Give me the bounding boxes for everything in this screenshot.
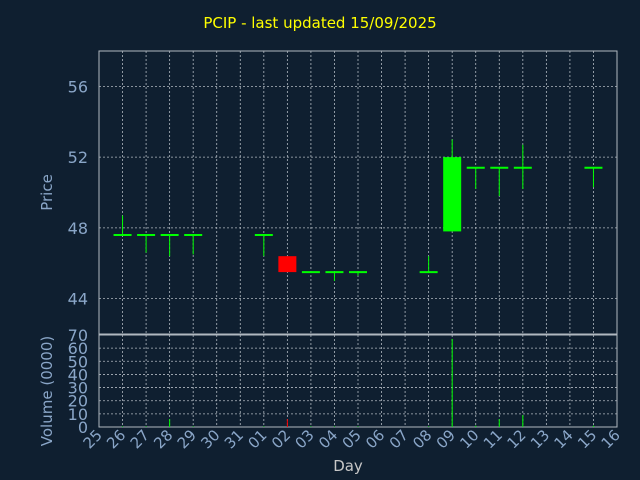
x-tick-label: 15 [574,426,600,452]
x-tick-label: 02 [268,426,294,452]
price-tick-label: 44 [68,290,88,309]
chart-title: PCIP - last updated 15/09/2025 [203,14,437,32]
x-tick-label: 27 [127,426,153,452]
x-axis-label: Day [333,457,363,475]
x-tick-label: 03 [292,426,318,452]
x-tick-label: 04 [315,426,341,452]
x-tick-label: 09 [433,426,459,452]
volume-tick-label: 60 [68,339,88,358]
candle-body [443,157,462,232]
price-panel-frame [98,50,618,335]
volume-tick-label: 10 [68,405,88,424]
price-axis-label: Price [38,174,56,211]
x-tick-label: 06 [362,426,388,452]
x-tick-label: 14 [551,426,577,452]
x-tick-label: 07 [386,426,412,452]
x-tick-label: 10 [456,426,482,452]
x-tick-label: 08 [409,426,435,452]
price-tick-label: 52 [68,148,88,167]
x-tick-label: 29 [174,426,200,452]
x-tick-label: 05 [339,426,365,452]
x-tick-label: 12 [503,426,529,452]
candle-body [278,256,297,273]
volume-tick-label: 20 [68,392,88,411]
x-tick-label: 31 [221,426,247,452]
volume-tick-label: 50 [68,352,88,371]
volume-tick-label: 70 [68,326,88,345]
volume-tick-label: 30 [68,379,88,398]
price-tick-label: 56 [68,77,88,96]
x-tick-label: 28 [150,426,176,452]
x-tick-label: 26 [103,426,129,452]
x-tick-label: 30 [197,426,223,452]
volume-tick-label: 40 [68,365,88,384]
volume-tick-label: 0 [78,418,88,437]
x-tick-label: 01 [244,426,270,452]
x-tick-label: 16 [598,426,624,452]
volume-axis-label: Volume (0000) [38,336,56,446]
x-tick-label: 13 [527,426,553,452]
x-tick-label: 11 [480,426,506,452]
price-tick-label: 48 [68,219,88,238]
